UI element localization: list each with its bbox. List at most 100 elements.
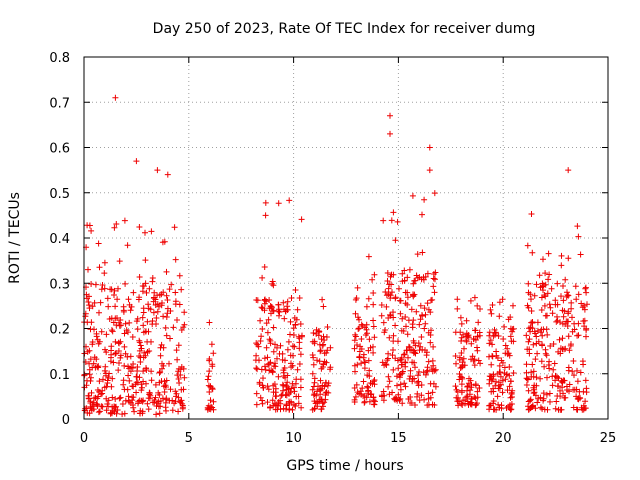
data-point	[169, 397, 176, 404]
data-point	[353, 381, 360, 388]
data-point	[154, 292, 161, 299]
data-point	[551, 360, 558, 367]
data-point	[163, 292, 170, 299]
data-point	[288, 364, 295, 371]
data-point	[130, 289, 137, 296]
data-point	[370, 401, 377, 408]
data-point	[565, 367, 572, 374]
data-point	[528, 211, 535, 217]
data-point	[210, 350, 217, 357]
data-point	[86, 222, 93, 229]
data-point	[364, 383, 371, 390]
data-point	[394, 218, 401, 225]
data-point	[390, 309, 396, 316]
data-point	[459, 402, 466, 408]
data-point	[275, 200, 282, 207]
data-point	[115, 348, 122, 354]
data-point	[360, 351, 367, 358]
data-point	[404, 274, 411, 281]
data-point	[101, 270, 108, 277]
data-point	[464, 383, 471, 390]
data-point	[385, 383, 392, 390]
data-point	[567, 342, 574, 349]
data-point	[579, 358, 586, 365]
data-point	[117, 354, 124, 361]
data-point	[262, 212, 269, 219]
y-tick-label: 0.7	[49, 96, 70, 111]
data-point	[356, 325, 363, 332]
data-point	[559, 379, 566, 386]
data-point	[467, 401, 474, 408]
data-point	[136, 353, 143, 359]
data-point	[116, 340, 123, 347]
data-point	[487, 337, 494, 344]
data-point	[509, 394, 515, 400]
data-point	[362, 359, 369, 366]
data-point	[262, 296, 268, 303]
data-point	[86, 293, 92, 300]
data-point	[541, 406, 548, 413]
data-point	[290, 325, 297, 332]
data-point	[294, 366, 301, 373]
data-point	[458, 334, 465, 341]
data-point	[412, 402, 418, 408]
data-point	[93, 356, 100, 363]
data-point	[352, 310, 359, 317]
data-point	[398, 327, 405, 334]
data-point	[431, 289, 438, 296]
data-point	[389, 352, 396, 359]
data-point	[379, 393, 385, 400]
data-point	[93, 330, 100, 337]
data-point	[103, 407, 110, 414]
data-point	[460, 355, 467, 362]
data-point	[102, 363, 109, 370]
data-point	[296, 361, 303, 367]
data-point	[402, 314, 409, 320]
data-point	[163, 332, 170, 339]
data-point	[154, 400, 161, 407]
data-point	[172, 289, 179, 296]
data-point	[254, 297, 261, 304]
data-point	[270, 324, 277, 331]
data-point	[384, 278, 391, 284]
x-axis-label: GPS time / hours	[286, 458, 403, 474]
data-point	[536, 272, 543, 279]
data-point	[130, 404, 137, 411]
data-point	[144, 338, 151, 345]
data-point	[87, 326, 94, 333]
data-point	[139, 283, 146, 289]
data-point	[544, 374, 550, 381]
y-tick-label: 0	[62, 413, 70, 428]
data-point	[490, 388, 497, 395]
data-point	[454, 305, 461, 312]
data-point	[256, 379, 263, 386]
data-point	[269, 369, 276, 376]
data-point	[112, 338, 119, 345]
data-point	[415, 382, 422, 389]
data-point	[264, 354, 271, 361]
data-point	[524, 376, 531, 382]
data-point	[408, 400, 415, 406]
data-point	[367, 344, 374, 351]
data-point	[531, 386, 538, 393]
data-point	[457, 365, 464, 371]
data-point	[499, 389, 506, 396]
data-point	[558, 262, 565, 269]
data-point	[461, 345, 467, 352]
data-point	[205, 402, 212, 409]
x-tick-label: 5	[185, 431, 193, 446]
data-point	[507, 333, 514, 340]
data-point	[126, 365, 133, 372]
data-point	[172, 256, 179, 263]
data-point	[89, 341, 96, 348]
data-point	[529, 403, 536, 410]
data-point	[173, 347, 180, 354]
data-point	[415, 340, 422, 347]
data-point	[561, 394, 568, 401]
data-point	[109, 403, 116, 410]
data-point	[176, 380, 183, 386]
data-point	[429, 389, 436, 396]
data-point	[294, 306, 301, 313]
data-point	[115, 367, 122, 374]
data-point	[154, 308, 161, 315]
